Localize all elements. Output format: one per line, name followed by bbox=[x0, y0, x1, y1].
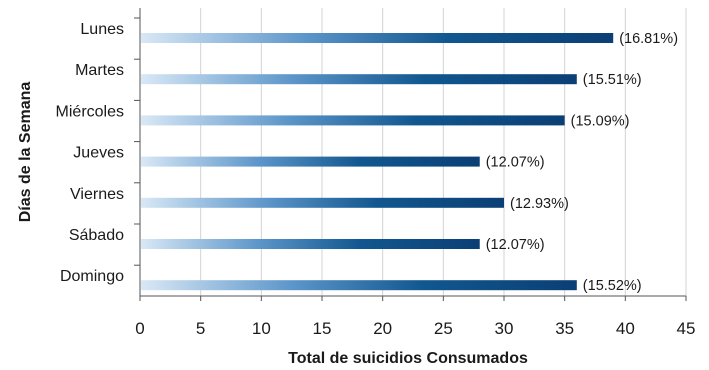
data-label: (12.07%) bbox=[486, 237, 545, 253]
x-tick-label: 5 bbox=[196, 319, 205, 338]
category-label: Lunes bbox=[80, 21, 124, 38]
bar bbox=[141, 239, 480, 249]
x-tick-label: 10 bbox=[252, 319, 271, 338]
data-label: (12.07%) bbox=[486, 155, 545, 171]
x-tick-label: 40 bbox=[616, 319, 635, 338]
grid-lines bbox=[200, 8, 687, 296]
data-label: (15.52%) bbox=[583, 278, 642, 294]
x-tick-label: 25 bbox=[434, 319, 453, 338]
labels: 0 5 10 15 20 25 30 35 40 45 Lunes (16.81%) Martes (15… bbox=[56, 21, 696, 338]
category-label: Miércoles bbox=[56, 103, 124, 120]
bars bbox=[141, 33, 614, 291]
category-label: Domingo bbox=[60, 268, 124, 285]
category-label: Martes bbox=[75, 62, 124, 79]
x-tick-label: 15 bbox=[313, 319, 332, 338]
bar bbox=[141, 280, 577, 291]
x-tick-label: 0 bbox=[135, 319, 144, 338]
y-axis-title: Días de la Semana bbox=[17, 82, 34, 223]
bar bbox=[141, 33, 614, 43]
data-label: (15.09%) bbox=[571, 113, 630, 129]
category-label: Sábado bbox=[69, 227, 124, 244]
bar bbox=[141, 156, 480, 167]
bar bbox=[141, 74, 577, 85]
category-label: Viernes bbox=[70, 186, 124, 203]
x-tick-label: 35 bbox=[555, 319, 574, 338]
bar bbox=[141, 197, 504, 208]
data-label: (16.81%) bbox=[619, 31, 678, 47]
x-tick-label: 45 bbox=[677, 319, 696, 338]
x-tick-label: 30 bbox=[495, 319, 514, 338]
data-label: (15.51%) bbox=[583, 72, 642, 88]
x-tick-label: 20 bbox=[373, 319, 392, 338]
x-axis-title: Total de suicidios Consumados bbox=[288, 350, 528, 367]
bar bbox=[141, 115, 565, 126]
data-label: (12.93%) bbox=[510, 196, 569, 212]
category-label: Jueves bbox=[73, 145, 124, 162]
axes bbox=[134, 8, 687, 301]
